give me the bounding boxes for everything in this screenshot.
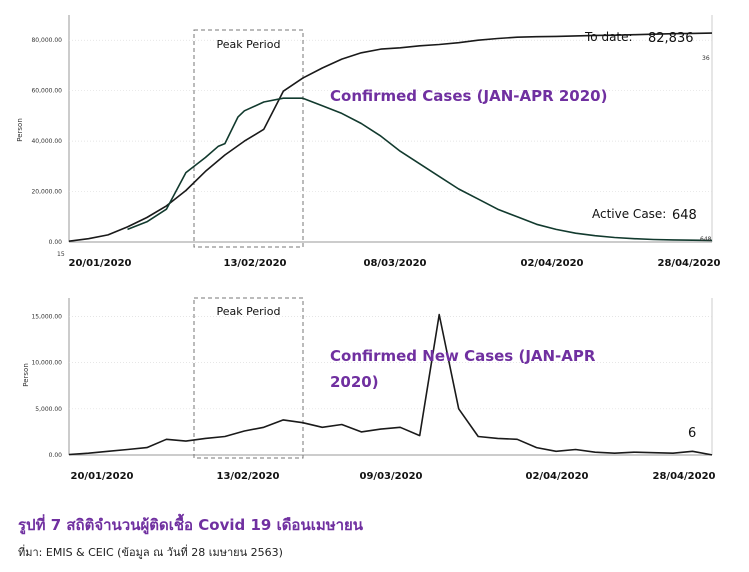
chart1-title: Confirmed Cases (JAN-APR 2020) [330,87,607,105]
chart1-total-label: To date: [584,30,633,44]
chart1-series-line-2 [127,97,713,242]
chart2-x-tick-label: 28/04/2020 [653,471,716,482]
chart2-x-tick-label: 20/01/2020 [71,471,134,482]
chart2-y-tick-label: 5,000.00 [35,406,62,413]
chart1-x-tick-label: 13/02/2020 [224,258,287,269]
chart1-y-tick-label: 20,000.00 [31,189,62,196]
chart2-y-tick-label: 15,000.00 [31,313,62,320]
chart2-y-tick-label: 10,000.00 [31,360,62,367]
chart1-series-line-1 [68,32,713,242]
chart1-y-tick-label: 60,000.00 [31,88,62,95]
chart2-x-tick-label: 02/04/2020 [526,471,589,482]
chart2-series-line-1 [68,313,713,456]
chart1-x-tick-label: 28/04/2020 [658,258,721,269]
chart1-total-value: 82,836 [648,31,694,46]
chart2-peak-period-box [193,297,304,459]
chart2-x-tick-label: 09/03/2020 [360,471,423,482]
chart1-active-end-label: 648 [700,236,712,243]
figure-source: ที่มา: EMIS & CEIC (ข้อมูล ณ วันที่ 28 เ… [18,546,283,559]
chart2-title: Confirmed New Cases (JAN-APR [330,347,596,365]
chart2-last-value: 6 [688,426,696,441]
chart1-active-label: Active Case: [592,207,666,221]
chart2-x-tick-label: 13/02/2020 [217,471,280,482]
chart1-active-value: 648 [672,208,697,223]
chart1-peak-period-label: Peak Period [217,38,281,51]
chart1-x-tick-label: 20/01/2020 [69,258,132,269]
chart1-y-tick-label: 40,000.00 [31,138,62,145]
chart2-title-line2: 2020) [330,373,379,391]
chart1-y-tick-label: 0.00 [49,239,63,246]
chart1-total-end-label: 36 [702,55,710,62]
chart1-peak-period-box [193,29,304,248]
chart2-y-axis-label: Person [22,363,30,387]
chart1-x-tick-label: 02/04/2020 [521,258,584,269]
chart1-x-tick-label: 08/03/2020 [364,258,427,269]
chart2-peak-period-label: Peak Period [217,305,281,318]
figure-caption: รูปที่ 7 สถิติจำนวนผู้ติดเชื้อ Covid 19 … [18,516,364,534]
chart2-y-tick-label: 0.00 [49,452,63,459]
chart1-origin-label: 15 [57,251,65,258]
chart1-y-axis-label: Person [16,118,24,142]
chart1-y-tick-label: 80,000.00 [31,37,62,44]
